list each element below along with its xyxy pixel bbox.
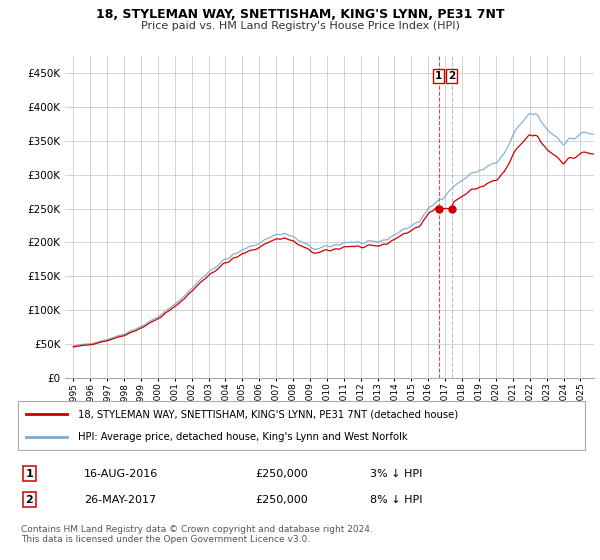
Text: Contains HM Land Registry data © Crown copyright and database right 2024.
This d: Contains HM Land Registry data © Crown c… [21, 525, 373, 544]
FancyBboxPatch shape [18, 402, 585, 450]
Text: 3% ↓ HPI: 3% ↓ HPI [370, 469, 422, 479]
Text: 26-MAY-2017: 26-MAY-2017 [84, 495, 156, 505]
Text: 2: 2 [448, 71, 455, 81]
Text: Price paid vs. HM Land Registry's House Price Index (HPI): Price paid vs. HM Land Registry's House … [140, 21, 460, 31]
Text: 18, STYLEMAN WAY, SNETTISHAM, KING'S LYNN, PE31 7NT: 18, STYLEMAN WAY, SNETTISHAM, KING'S LYN… [96, 8, 504, 21]
Text: £250,000: £250,000 [256, 495, 308, 505]
Text: 1: 1 [25, 469, 33, 479]
Text: £250,000: £250,000 [256, 469, 308, 479]
Text: HPI: Average price, detached house, King's Lynn and West Norfolk: HPI: Average price, detached house, King… [78, 432, 407, 442]
Text: 8% ↓ HPI: 8% ↓ HPI [370, 495, 423, 505]
Text: 16-AUG-2016: 16-AUG-2016 [84, 469, 158, 479]
Text: 18, STYLEMAN WAY, SNETTISHAM, KING'S LYNN, PE31 7NT (detached house): 18, STYLEMAN WAY, SNETTISHAM, KING'S LYN… [78, 409, 458, 419]
Text: 2: 2 [25, 495, 33, 505]
Text: 1: 1 [435, 71, 442, 81]
